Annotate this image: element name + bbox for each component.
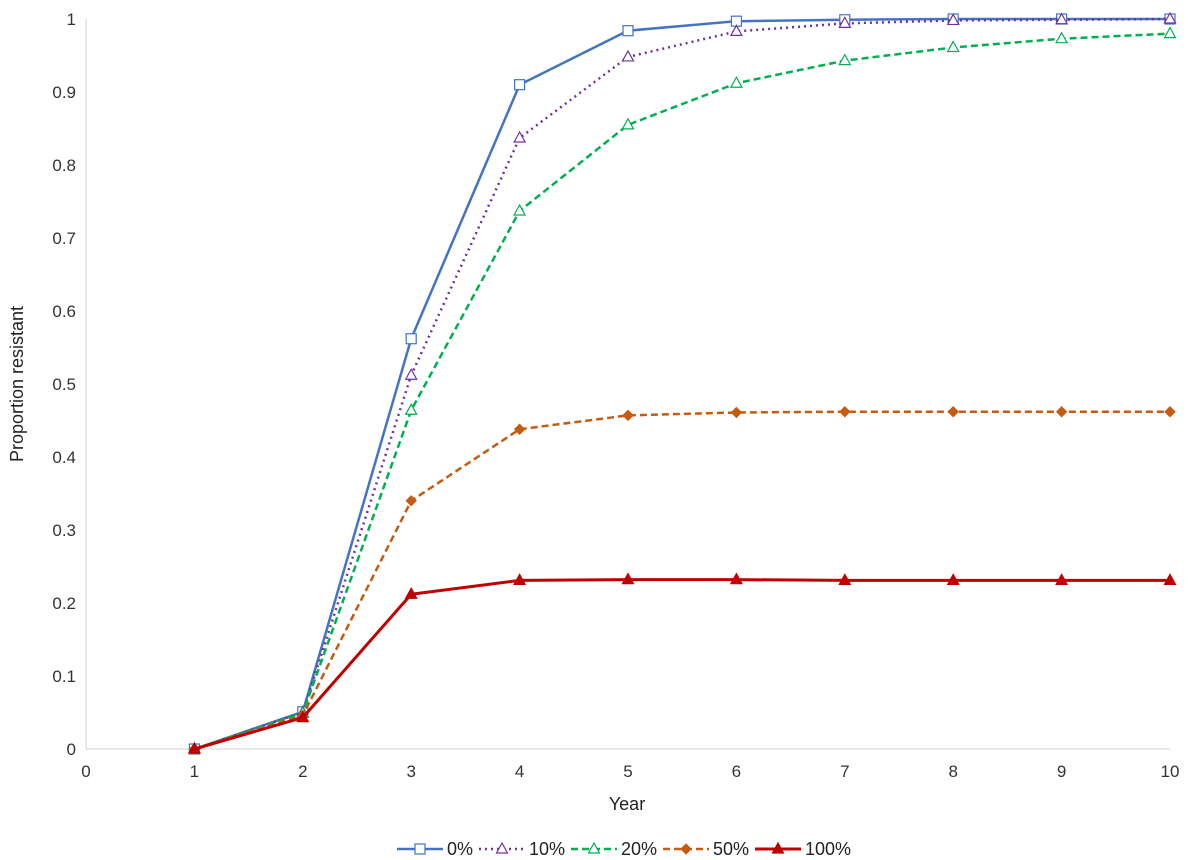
- data-point: [838, 16, 852, 28]
- data-point: [946, 573, 960, 585]
- data-point: [1055, 573, 1069, 585]
- data-point: [1055, 406, 1068, 418]
- data-point: [622, 409, 634, 422]
- data-point: [1164, 406, 1176, 418]
- data-point: [838, 53, 852, 66]
- x-tick-label: 8: [948, 762, 957, 781]
- data-point: [730, 406, 743, 419]
- legend-marker: [771, 841, 785, 854]
- legend-item: 10%: [479, 839, 565, 859]
- axes: 0 1 2 3 4 5 6 7 8 9 10 0 0.1 0.2 0.3 0.4 0.5 0.6 0.7 0.8 0.9…: [52, 10, 1179, 781]
- legend-marker: [680, 843, 692, 855]
- data-point: [404, 586, 418, 599]
- y-tick-label: 0.4: [52, 448, 76, 467]
- x-tick-label: 9: [1057, 762, 1066, 781]
- y-tick-label: 0.7: [52, 229, 76, 248]
- data-point: [947, 406, 959, 418]
- data-point: [621, 117, 635, 130]
- y-tick-label: 0: [67, 740, 76, 759]
- x-tick-label: 6: [732, 762, 741, 781]
- legend-label: 10%: [529, 839, 565, 859]
- data-point: [404, 403, 418, 415]
- data-point: [839, 406, 851, 418]
- legend-label: 100%: [805, 839, 851, 859]
- legend-label: 50%: [713, 839, 749, 859]
- data-point: [513, 130, 527, 143]
- data-point: [1163, 26, 1177, 39]
- y-axis-title: Proportion resistant: [7, 306, 27, 462]
- y-tick-label: 1: [67, 10, 76, 29]
- data-point: [729, 24, 743, 37]
- legend-marker: [414, 843, 426, 855]
- legend-item: 100%: [755, 839, 851, 859]
- data-point: [405, 333, 417, 345]
- data-point: [296, 710, 310, 723]
- legend-label: 20%: [621, 839, 657, 859]
- x-axis-title: Year: [609, 794, 645, 814]
- data-point: [513, 203, 527, 216]
- series-100pct: [187, 572, 1177, 754]
- data-point: [404, 367, 418, 380]
- series-10pct: [187, 11, 1177, 754]
- y-tick-label: 0.3: [52, 521, 76, 540]
- data-point: [621, 572, 635, 585]
- series-20pct: [187, 26, 1177, 754]
- data-point: [513, 423, 526, 435]
- x-tick-label: 5: [623, 762, 632, 781]
- x-tick-label: 4: [515, 762, 524, 781]
- data-point: [946, 40, 960, 53]
- legend-label: 0%: [447, 839, 473, 859]
- y-tick-label: 0.1: [52, 667, 76, 686]
- series-line: [193, 578, 1170, 751]
- data-point: [513, 573, 527, 585]
- legend-item: 50%: [663, 839, 749, 859]
- series-line: [194, 410, 1170, 751]
- legend-item: 0%: [397, 839, 473, 859]
- x-tick-label: 2: [298, 762, 307, 781]
- x-tick-label: 3: [406, 762, 415, 781]
- data-point: [405, 495, 417, 507]
- legend-item: 20%: [571, 839, 657, 859]
- data-point: [187, 741, 201, 754]
- x-tick-label: 1: [190, 762, 199, 781]
- data-point: [622, 25, 634, 37]
- data-point: [1055, 31, 1069, 44]
- data-point: [513, 79, 526, 91]
- y-tick-label: 0.8: [52, 156, 76, 175]
- series-line: [194, 32, 1171, 751]
- y-tick-label: 0.9: [52, 83, 76, 102]
- legend: 0% 10% 20% 50% 100%: [397, 839, 851, 859]
- y-tick-label: 0.5: [52, 375, 76, 394]
- data-point: [729, 572, 743, 585]
- x-tick-label: 10: [1161, 762, 1180, 781]
- series-0pct: [188, 13, 1176, 755]
- data-point: [1163, 573, 1177, 585]
- legend-marker: [495, 841, 509, 854]
- data-point: [838, 573, 852, 585]
- data-point: [1055, 12, 1069, 25]
- data-point: [946, 13, 960, 26]
- y-tick-label: 0.2: [52, 594, 76, 613]
- series-group: [187, 11, 1177, 755]
- legend-marker: [587, 841, 601, 854]
- data-point: [729, 75, 743, 88]
- data-point: [621, 49, 635, 62]
- x-tick-label: 7: [840, 762, 849, 781]
- y-tick-label: 0.6: [52, 302, 76, 321]
- series-line: [193, 17, 1170, 751]
- data-point: [1163, 11, 1177, 24]
- x-tick-label: 0: [81, 762, 90, 781]
